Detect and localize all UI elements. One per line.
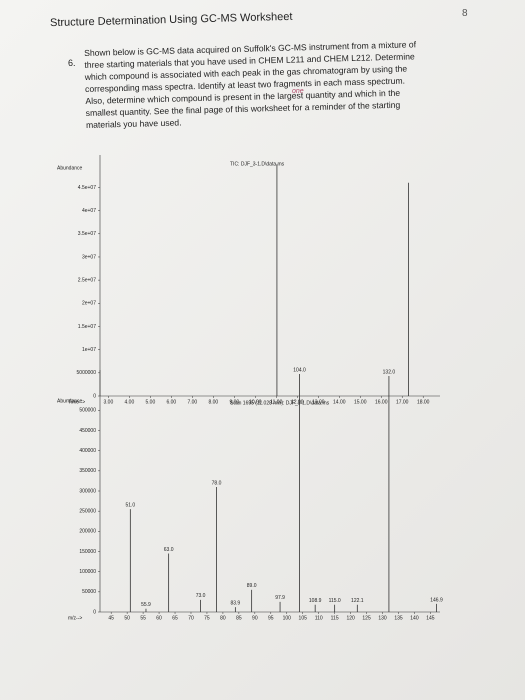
x-tick-label: 105 — [299, 615, 308, 621]
x-tick-label: 80 — [220, 615, 226, 621]
x-tick-label: 135 — [394, 615, 403, 621]
y-tick-label: 1e+07 — [82, 347, 96, 353]
peak-label: 122.1 — [351, 598, 364, 604]
x-tick-label: 10.00 — [249, 399, 262, 405]
y-tick-label: 300000 — [79, 488, 96, 494]
x-tick-label: 70 — [188, 615, 194, 621]
x-tick-label: 125 — [362, 615, 371, 621]
x-tick-label: 6.00 — [166, 399, 176, 405]
x-tick-label: 115 — [331, 615, 339, 621]
x-axis-label: m/z--> — [68, 615, 82, 621]
y-axis-label: Abundance — [57, 165, 83, 171]
y-tick-label: 150000 — [79, 549, 96, 555]
x-tick-label: 3.00 — [104, 399, 114, 405]
peak-label: 132.0 — [383, 369, 396, 375]
chart-title: Scan 1695 (11.028 min): DJF_3-1.D\data.m… — [230, 400, 330, 406]
x-tick-label: 75 — [204, 615, 210, 621]
x-tick-label: 17.00 — [396, 399, 409, 405]
y-tick-label: 0 — [93, 393, 96, 399]
x-tick-label: 85 — [236, 615, 242, 621]
x-tick-label: 60 — [156, 615, 162, 621]
x-tick-label: 9.00 — [229, 399, 239, 405]
peak-label: 55.9 — [141, 602, 151, 608]
handwritten-note: one — [292, 88, 304, 95]
peak-label: 51.0 — [125, 502, 135, 508]
x-tick-label: 12.00 — [291, 399, 304, 405]
x-tick-label: 130 — [378, 615, 387, 621]
x-tick-label: 140 — [410, 615, 419, 621]
x-tick-label: 120 — [346, 615, 355, 621]
peak-label: 108.9 — [309, 598, 322, 604]
x-tick-label: 18.00 — [417, 399, 430, 405]
peak-label: 104.0 — [293, 367, 306, 373]
x-tick-label: 45 — [108, 615, 114, 621]
peak-label: 73.0 — [196, 593, 206, 599]
page-number: 8 — [462, 8, 468, 19]
peak-label: 115.0 — [329, 598, 341, 604]
y-tick-label: 1.5e+07 — [78, 324, 96, 330]
x-tick-label: 4.00 — [125, 399, 135, 405]
y-tick-label: 3.5e+07 — [78, 231, 96, 237]
y-tick-label: 100000 — [79, 569, 96, 575]
y-tick-label: 350000 — [79, 468, 96, 474]
y-tick-label: 250000 — [79, 508, 96, 514]
y-tick-label: 50000 — [82, 589, 96, 595]
x-tick-label: 100 — [283, 615, 292, 621]
question-number: 6. — [68, 58, 76, 68]
x-tick-label: 16.00 — [375, 399, 388, 405]
x-tick-label: 95 — [268, 615, 274, 621]
x-tick-label: 90 — [252, 615, 258, 621]
x-tick-label: 8.00 — [208, 399, 218, 405]
x-tick-label: 5.00 — [146, 399, 156, 405]
y-tick-label: 3e+07 — [82, 254, 96, 260]
x-tick-label: 15.00 — [354, 399, 367, 405]
x-tick-label: 7.00 — [187, 399, 197, 405]
x-tick-label: 110 — [315, 615, 323, 621]
y-tick-label: 450000 — [79, 428, 96, 434]
y-tick-label: 500000 — [79, 408, 96, 414]
x-tick-label: 55 — [140, 615, 146, 621]
y-tick-label: 4.5e+07 — [78, 185, 96, 191]
x-tick-label: 65 — [172, 615, 178, 621]
y-tick-label: 2.5e+07 — [78, 277, 96, 283]
peak-label: 97.9 — [275, 595, 285, 601]
peak-label: 83.9 — [230, 600, 240, 606]
chart-title: TIC: DJF_3-1.D\data.ms — [230, 161, 285, 167]
x-tick-label: 13.00 — [312, 399, 325, 405]
x-tick-label: 50 — [124, 615, 130, 621]
x-tick-label: 14.00 — [333, 399, 346, 405]
y-tick-label: 400000 — [79, 448, 96, 454]
y-tick-label: 4e+07 — [82, 208, 96, 214]
peak-label: 63.0 — [164, 547, 174, 553]
peak-label: 146.9 — [430, 597, 443, 603]
y-tick-label: 0 — [93, 609, 96, 615]
y-tick-label: 200000 — [79, 529, 96, 535]
y-tick-label: 5000000 — [77, 370, 97, 376]
x-axis-label: Time--> — [68, 399, 85, 405]
peak-label: 89.0 — [247, 583, 257, 589]
y-axis-label: Abundance — [57, 398, 83, 404]
peak-label: 78.0 — [212, 480, 222, 486]
x-tick-label: 145 — [426, 615, 435, 621]
x-tick-label: 11.00 — [270, 399, 282, 405]
y-tick-label: 2e+07 — [82, 301, 96, 307]
